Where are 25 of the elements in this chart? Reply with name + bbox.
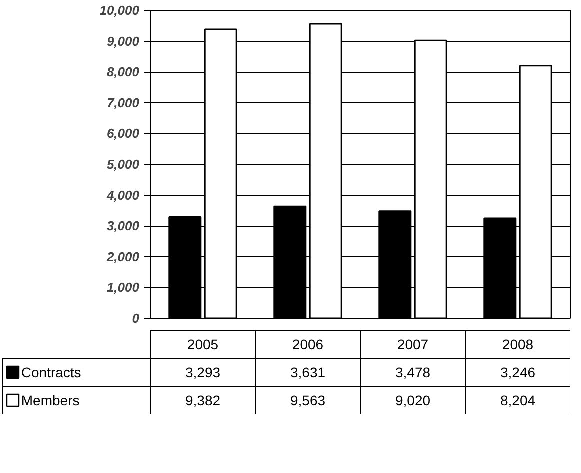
data-label: 3,478 [395,364,431,380]
data-label: 3,631 [290,364,326,380]
y-tick-label: 9,000 [106,34,140,49]
data-label: 3,293 [185,364,221,380]
data-label: 3,246 [500,364,536,380]
y-tick-label: 3,000 [106,218,140,234]
legend-label: Members [21,392,80,408]
y-tick-label: 5,000 [106,157,140,172]
data-label: 8,204 [500,392,536,408]
y-tick-label: 10,000 [100,3,140,18]
data-label: 9,382 [185,392,221,408]
y-tick-label: 7,000 [106,95,140,110]
x-tick-label: 2008 [502,336,534,352]
y-tick-label: 6,000 [106,126,140,142]
y-tick-label: 1,000 [106,280,140,296]
data-label: 9,020 [395,392,431,408]
legend-label: Contracts [21,364,82,380]
y-tick-label: 4,000 [106,188,140,203]
x-tick-label: 2007 [397,336,429,352]
y-tick-label: 2,000 [106,249,140,264]
x-tick-label: 2006 [292,336,324,352]
x-tick-label: 2005 [187,336,219,352]
y-tick-label: 8,000 [106,64,140,80]
data-label: 9,563 [290,392,326,408]
y-tick-label: 0 [132,311,140,326]
